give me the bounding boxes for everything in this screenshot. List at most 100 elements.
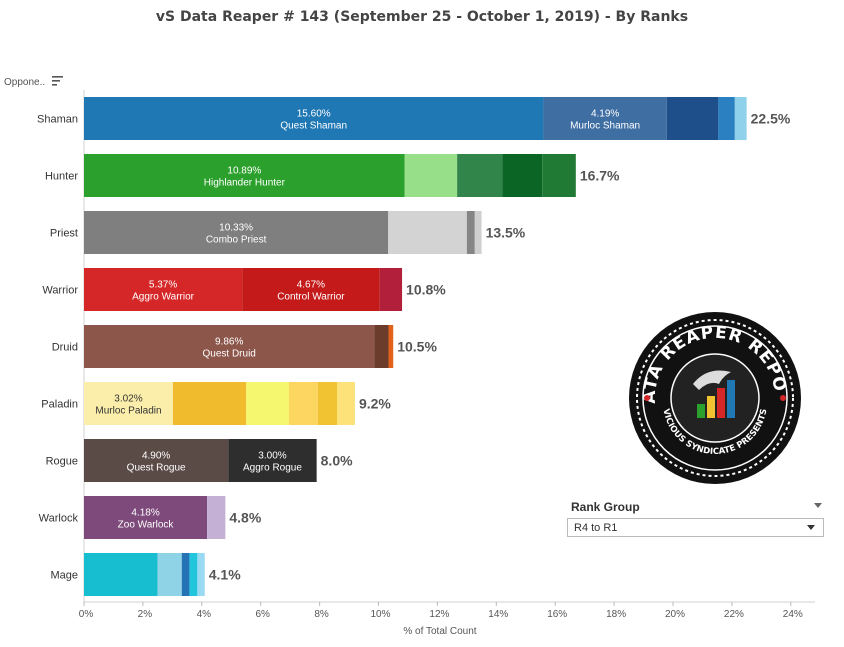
data-label-pct: 4.19%	[591, 109, 619, 120]
data-label-archetype: Quest Druid	[203, 349, 256, 360]
bar-segment[interactable]	[404, 154, 458, 197]
bar-segment[interactable]	[388, 325, 394, 368]
bar-segment[interactable]	[197, 553, 205, 596]
bar-segment[interactable]	[207, 496, 226, 539]
category-label: Priest	[50, 228, 78, 240]
data-label-archetype: Highlander Hunter	[204, 178, 286, 189]
bar-segment[interactable]	[288, 382, 318, 425]
total-label: 10.8%	[406, 282, 446, 298]
data-label-pct: 15.60%	[297, 109, 331, 120]
bar-segment[interactable]	[189, 553, 198, 596]
bar-segment[interactable]	[172, 382, 247, 425]
data-label-archetype: Murloc Paladin	[95, 406, 161, 417]
bar-segment[interactable]	[181, 553, 190, 596]
x-tick-label: 18%	[606, 609, 626, 620]
bar-segment[interactable]	[542, 154, 576, 197]
data-label-archetype: Aggro Rogue	[243, 463, 302, 474]
bar-segment[interactable]	[157, 553, 182, 596]
bar-row-mage[interactable]: Mage 4.1%	[50, 553, 241, 596]
data-label-pct: 10.89%	[227, 166, 261, 177]
bar-segment[interactable]	[474, 211, 482, 254]
total-label: 22.5%	[751, 111, 791, 127]
total-label: 4.8%	[229, 510, 261, 526]
bar-row-paladin[interactable]: Paladin 3.02%Murloc Paladin 9.2%	[41, 382, 391, 425]
bar-segment[interactable]	[718, 97, 735, 140]
total-label: 9.2%	[359, 396, 391, 412]
category-label: Warlock	[39, 513, 79, 525]
x-tick-label: 16%	[547, 609, 567, 620]
data-reaper-report-logo: DATA REAPER REPORT VICIOUS SYNDICATE PRE…	[627, 310, 801, 484]
bar-segment[interactable]	[84, 268, 243, 311]
data-label-pct: 4.18%	[131, 508, 159, 519]
bar-row-rogue[interactable]: Rogue 4.90%Quest Rogue 3.00%Aggro Rogue 8.0…	[46, 439, 354, 482]
bar-segment[interactable]	[543, 97, 667, 140]
bar-segment[interactable]	[388, 211, 467, 254]
category-label: Rogue	[46, 456, 78, 468]
bar-segment[interactable]	[379, 268, 403, 311]
x-tick-label: 0%	[79, 609, 94, 620]
bar-segment[interactable]	[666, 97, 719, 140]
bar-row-hunter[interactable]: Hunter 10.89%Highlander Hunter 16.7%	[45, 154, 620, 197]
rank-group-select[interactable]: R4 to R1	[567, 518, 824, 537]
bar-segment[interactable]	[84, 154, 405, 197]
bar-segment[interactable]	[242, 268, 380, 311]
rank-group-title: Rank Group	[571, 500, 640, 514]
bar-row-warlock[interactable]: Warlock 4.18%Zoo Warlock 4.8%	[39, 496, 262, 539]
total-label: 13.5%	[486, 225, 526, 241]
bar-segment[interactable]	[734, 97, 747, 140]
category-label: Warrior	[42, 285, 78, 297]
x-tick-label: 2%	[138, 609, 153, 620]
bar-segment[interactable]	[317, 382, 337, 425]
category-label: Druid	[52, 342, 78, 354]
bar-segment[interactable]	[84, 439, 229, 482]
data-label-pct: 10.33%	[219, 223, 253, 234]
bar-segment[interactable]	[84, 553, 158, 596]
bar-segment[interactable]	[246, 382, 289, 425]
x-tick-label: 12%	[429, 609, 449, 620]
bar-segment[interactable]	[336, 382, 355, 425]
category-label: Mage	[50, 570, 78, 582]
data-label-archetype: Aggro Warrior	[132, 292, 195, 303]
bar-segment[interactable]	[84, 496, 208, 539]
chart-title: vS Data Reaper # 143 (September 25 - Oct…	[155, 9, 689, 25]
bar-row-warrior[interactable]: Warrior 5.37%Aggro Warrior 4.67%Control Wa…	[42, 268, 446, 311]
bar-segment[interactable]	[84, 325, 375, 368]
data-label-archetype: Control Warrior	[277, 292, 345, 303]
x-tick-label: 6%	[255, 609, 270, 620]
bar-segment[interactable]	[228, 439, 317, 482]
x-tick-label: 14%	[488, 609, 508, 620]
data-label-pct: 5.37%	[149, 280, 177, 291]
bar-segment[interactable]	[457, 154, 503, 197]
data-label-pct: 3.00%	[258, 451, 286, 462]
x-tick-label: 24%	[783, 609, 803, 620]
data-label-pct: 3.02%	[114, 394, 142, 405]
bar-segment[interactable]	[466, 211, 475, 254]
column-header-opponent[interactable]: Oppone..	[4, 77, 46, 88]
x-tick-label: 10%	[370, 609, 390, 620]
x-tick-label: 8%	[314, 609, 329, 620]
bar-row-priest[interactable]: Priest 10.33%Combo Priest 13.5%	[50, 211, 526, 254]
data-label-pct: 9.86%	[215, 337, 243, 348]
x-tick-label: 20%	[665, 609, 685, 620]
bar-segment[interactable]	[502, 154, 543, 197]
data-label-archetype: Zoo Warlock	[118, 520, 175, 531]
x-axis-label: % of Total Count	[403, 626, 476, 637]
category-label: Shaman	[37, 114, 78, 126]
data-label-archetype: Combo Priest	[206, 235, 267, 246]
bar-segment[interactable]	[84, 382, 173, 425]
rank-group-menu-caret-icon[interactable]	[814, 503, 822, 508]
bar-row-shaman[interactable]: Shaman 15.60%Quest Shaman 4.19%Murloc Sham…	[37, 97, 791, 140]
chevron-down-icon	[807, 525, 815, 530]
total-label: 8.0%	[321, 453, 353, 469]
sort-icon[interactable]	[52, 75, 63, 87]
bar-segment[interactable]	[84, 211, 389, 254]
data-label-pct: 4.67%	[297, 280, 325, 291]
bar-segment[interactable]	[374, 325, 389, 368]
x-tick-label: 22%	[724, 609, 744, 620]
data-label-archetype: Murloc Shaman	[570, 121, 640, 132]
bar-segment[interactable]	[84, 97, 544, 140]
bar-row-druid[interactable]: Druid 9.86%Quest Druid 10.5%	[52, 325, 438, 368]
category-label: Paladin	[41, 399, 78, 411]
total-label: 4.1%	[209, 567, 241, 583]
